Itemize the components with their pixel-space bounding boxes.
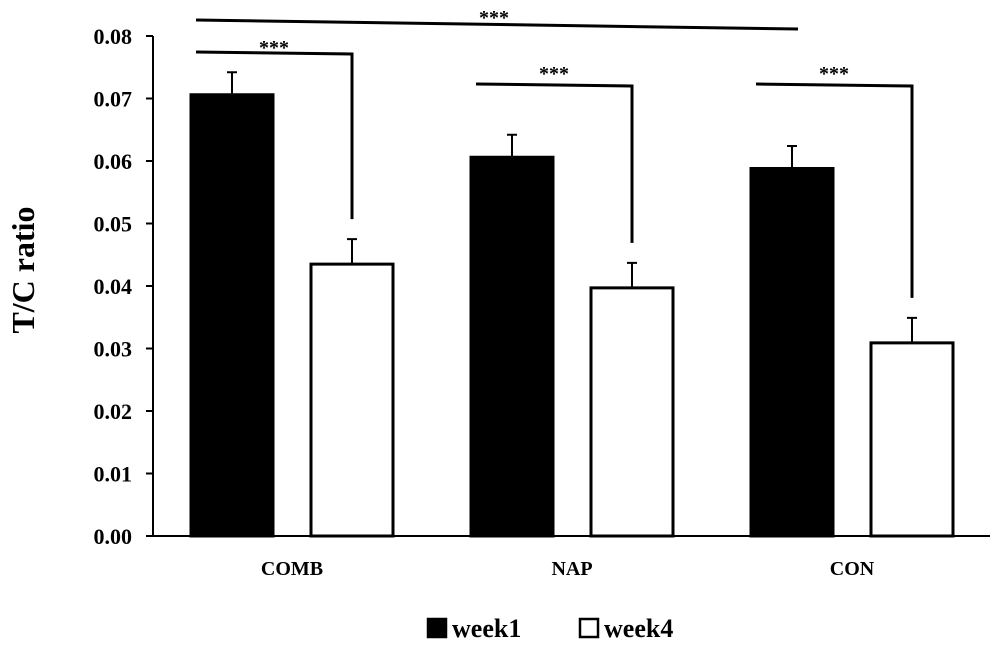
y-tick-label: 0.05 [94,212,133,237]
y-tick-label: 0.06 [94,149,133,174]
axes: 0.00 0.01 0.02 0.03 0.04 0.05 0.06 0.07 0.08 [94,24,990,549]
significance-label: *** [539,63,569,85]
bar-nap-week1 [469,155,555,538]
y-axis-label: T/C ratio [5,206,41,333]
bar-con-week1 [749,167,835,538]
x-tick-label-comb: COMB [261,558,323,580]
significance-bracket [755,82,914,298]
y-tick-label: 0.04 [94,274,133,299]
bar-comb-week4 [309,262,395,538]
y-tick-label: 0.08 [94,24,133,49]
significance-label: *** [479,7,509,29]
significance-bracket [195,50,354,220]
y-tick-label: 0.01 [94,462,133,487]
legend-label-week1: week1 [452,614,521,643]
bar-con-week4 [869,341,955,538]
significance-bracket [195,18,799,31]
bars: COMB NAP CON [189,71,955,580]
legend-label-week4: week4 [604,614,673,643]
y-tick-label: 0.07 [94,87,133,112]
y-tick-label: 0.00 [94,524,133,549]
legend: week1 week4 [426,614,673,643]
x-tick-label-nap: NAP [551,558,592,580]
significance-label: *** [259,37,289,59]
y-tick-label: 0.02 [94,399,133,424]
significance-annotations: *** *** *** *** [195,7,914,298]
legend-swatch-week1 [426,617,448,639]
x-tick-label-con: CON [830,558,875,580]
bar-nap-week4 [589,286,675,538]
significance-bracket [475,82,634,243]
y-tick-label: 0.03 [94,337,133,362]
bar-comb-week1 [189,93,275,538]
significance-label: *** [819,63,849,85]
legend-swatch-week4 [578,617,600,639]
